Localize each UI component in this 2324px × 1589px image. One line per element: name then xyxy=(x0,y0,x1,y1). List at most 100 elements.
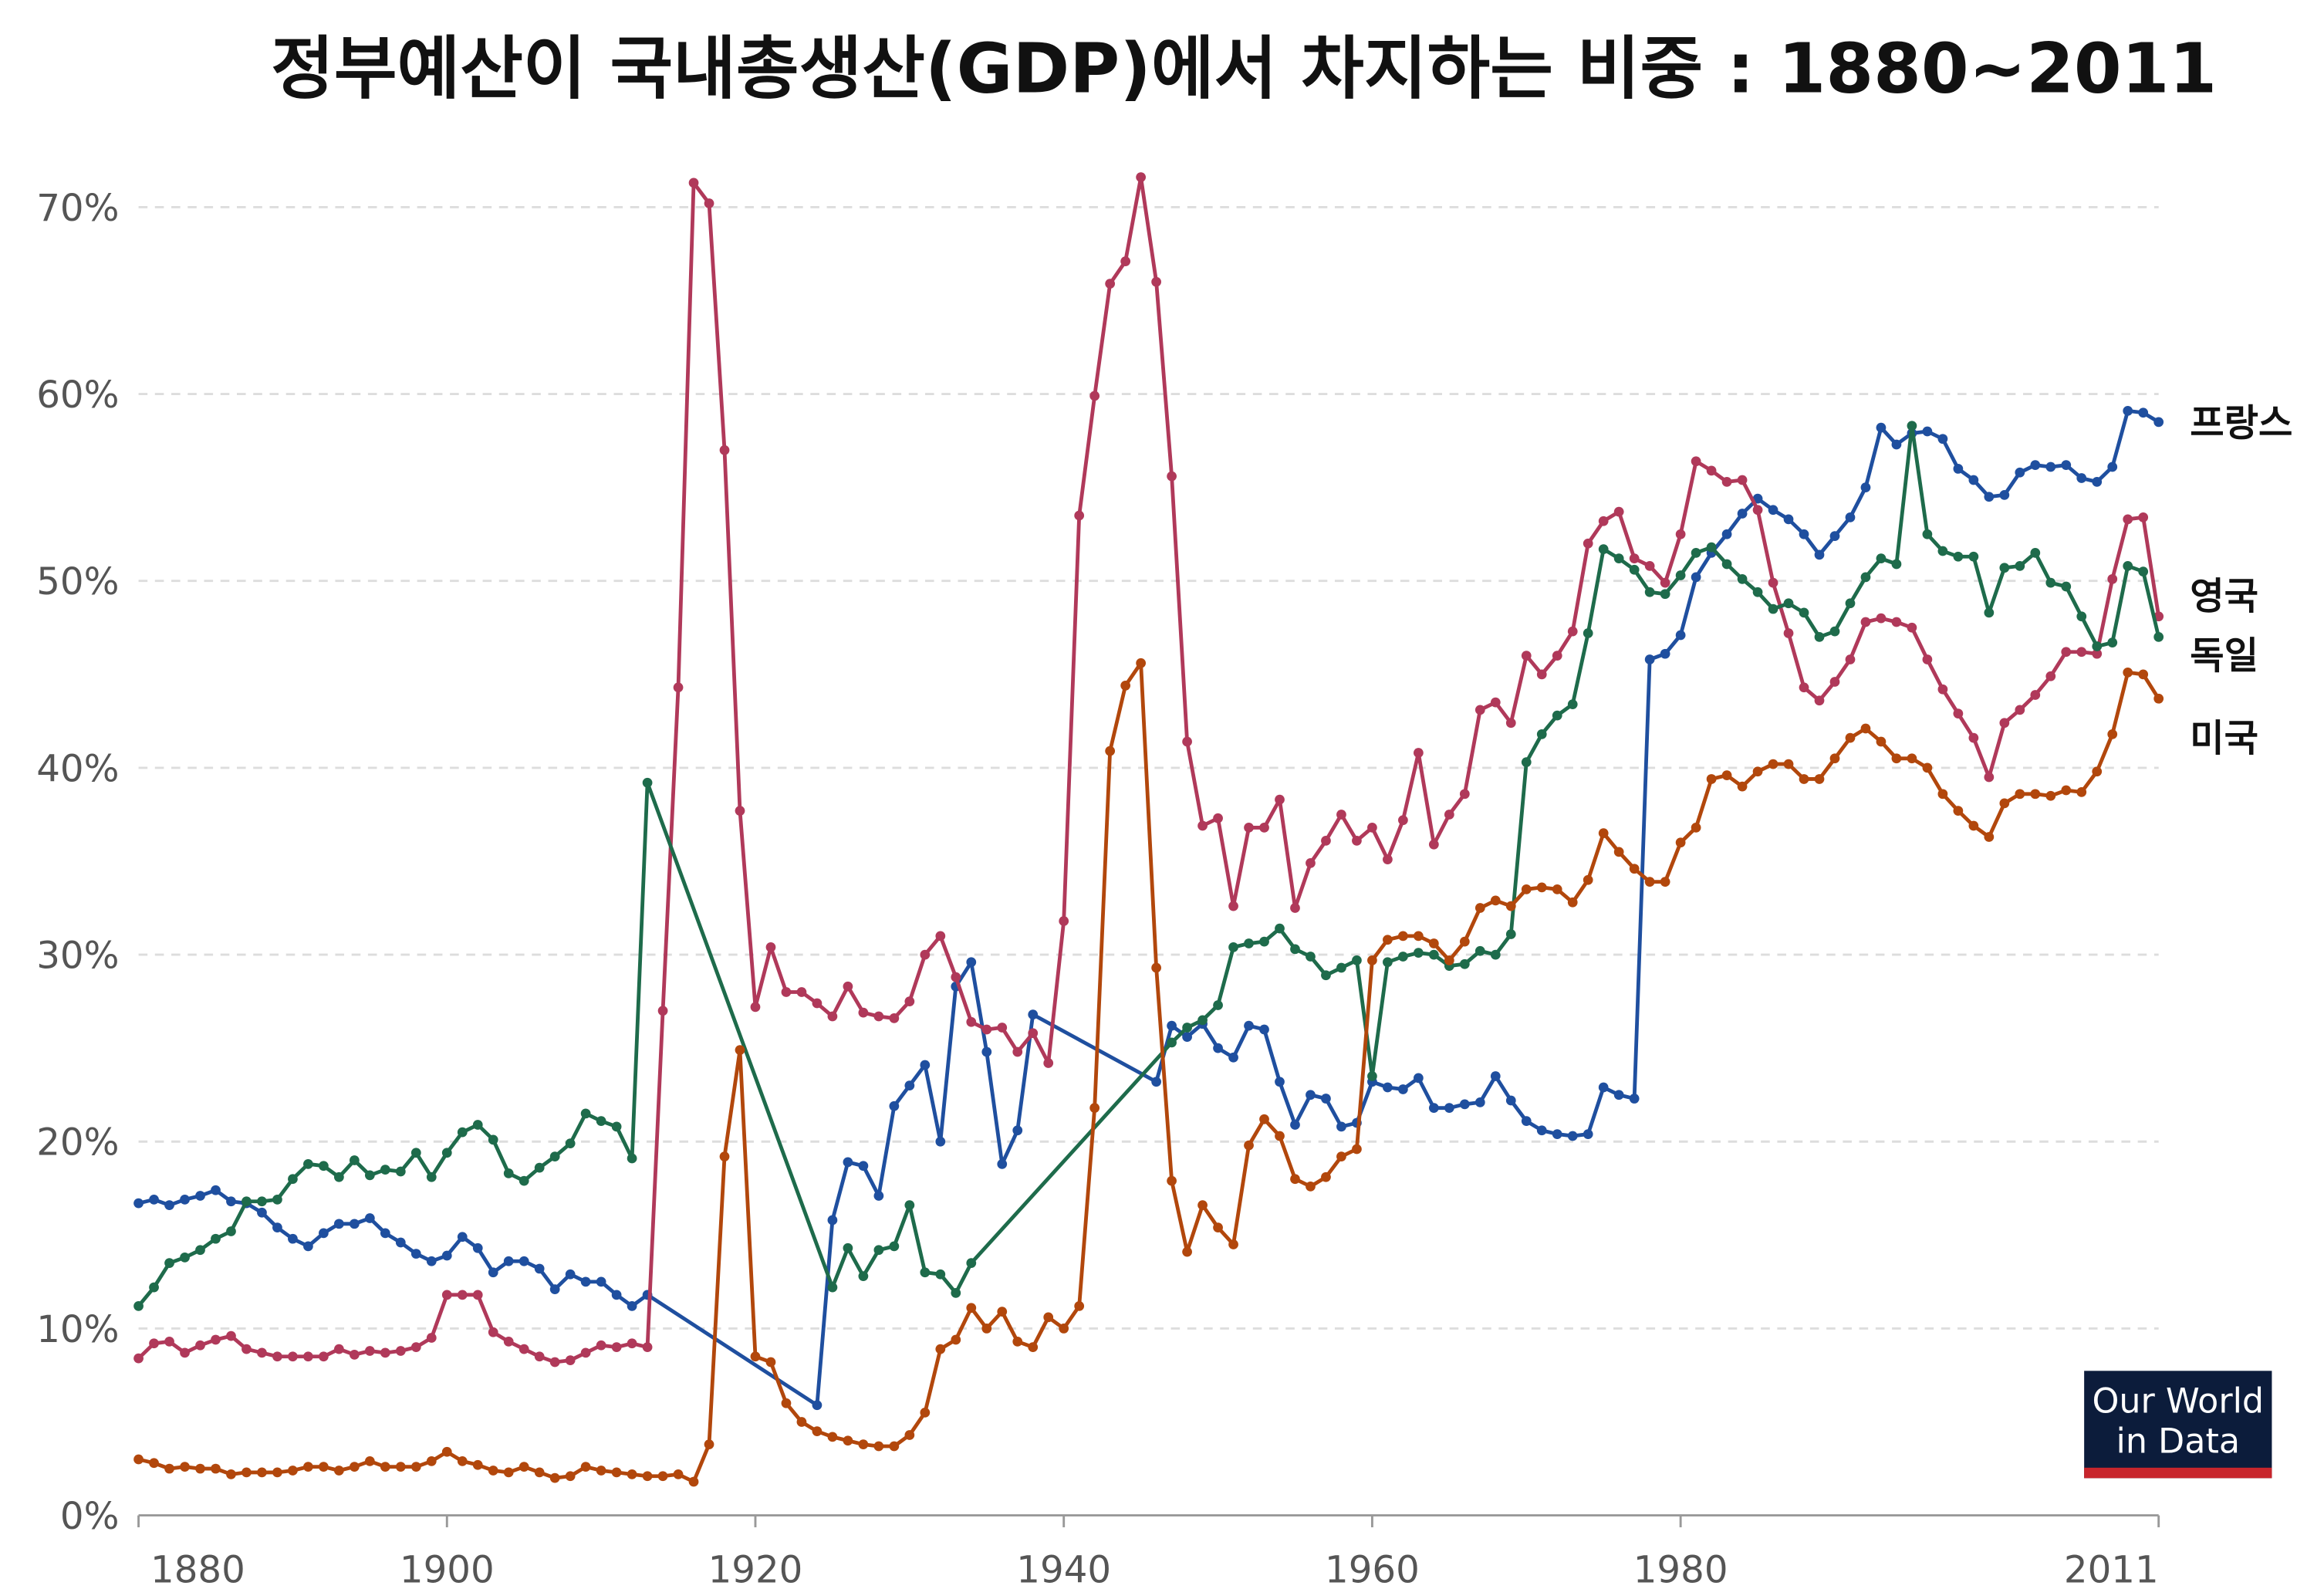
data-point xyxy=(1428,1103,1439,1114)
data-point xyxy=(164,1337,174,1347)
data-point xyxy=(272,1467,282,1478)
data-point xyxy=(226,1330,236,1341)
data-point xyxy=(1583,874,1593,885)
data-point xyxy=(1213,1043,1223,1053)
data-point xyxy=(1567,626,1578,637)
x-tick-label: 1960 xyxy=(1325,1548,1420,1589)
data-point xyxy=(2123,514,2133,525)
data-point xyxy=(580,1462,591,1472)
data-point xyxy=(395,1462,406,1472)
data-point xyxy=(226,1196,236,1207)
data-point xyxy=(1999,718,2010,729)
data-point xyxy=(549,1151,560,1162)
data-point xyxy=(149,1194,159,1205)
data-point xyxy=(1306,1182,1316,1192)
data-point xyxy=(1352,955,1362,965)
data-point xyxy=(1552,651,1562,661)
data-point xyxy=(812,1426,823,1436)
data-point xyxy=(1074,510,1085,521)
data-point xyxy=(1629,864,1640,874)
data-point xyxy=(257,1196,267,1207)
data-point xyxy=(457,1127,468,1138)
data-point xyxy=(426,1171,437,1182)
data-point xyxy=(1968,732,1979,743)
data-point xyxy=(211,1233,221,1244)
data-point xyxy=(319,1351,329,1362)
data-point xyxy=(920,1408,931,1418)
data-point xyxy=(1768,603,1778,614)
data-point xyxy=(1644,654,1655,664)
data-point xyxy=(1552,884,1562,894)
data-point xyxy=(1567,897,1578,908)
data-point xyxy=(1383,1082,1393,1093)
data-point xyxy=(149,1282,159,1293)
data-point xyxy=(1737,509,1748,519)
data-point xyxy=(904,996,915,1007)
data-point xyxy=(1059,1324,1069,1334)
data-point xyxy=(534,1162,545,1173)
data-point xyxy=(1259,823,1269,833)
data-point xyxy=(1398,952,1408,962)
data-point xyxy=(1151,962,1161,973)
data-point xyxy=(2076,647,2087,658)
data-point xyxy=(1244,1020,1254,1031)
data-point xyxy=(1845,732,1856,743)
data-point xyxy=(1089,1103,1100,1114)
data-point xyxy=(611,1121,622,1132)
data-point xyxy=(272,1194,282,1205)
data-point xyxy=(1783,598,1794,609)
data-point xyxy=(1197,820,1208,831)
data-point xyxy=(1336,810,1346,820)
data-point xyxy=(997,1158,1008,1169)
data-point xyxy=(2045,671,2056,681)
data-point xyxy=(519,1256,529,1266)
data-point xyxy=(1937,684,1948,695)
data-point xyxy=(1999,798,2010,809)
data-point xyxy=(1244,938,1254,948)
data-point xyxy=(1012,1046,1023,1057)
data-point xyxy=(1028,1342,1039,1353)
data-point xyxy=(1922,654,1933,664)
data-point xyxy=(303,1462,313,1472)
data-point xyxy=(1336,1151,1346,1162)
data-point xyxy=(1860,723,1871,734)
data-point xyxy=(288,1351,298,1362)
data-point xyxy=(1074,1301,1085,1311)
data-point xyxy=(1644,560,1655,571)
data-point xyxy=(1428,839,1439,850)
data-point xyxy=(1799,682,1809,693)
data-point xyxy=(1290,1174,1300,1185)
data-point xyxy=(1999,563,2010,573)
data-point xyxy=(1629,553,1640,564)
y-tick-label: 0% xyxy=(60,1495,120,1538)
logo-box xyxy=(2084,1371,2272,1479)
data-point xyxy=(180,1194,190,1205)
data-point xyxy=(1490,949,1501,960)
data-point xyxy=(1536,882,1547,893)
data-point xyxy=(565,1355,576,1365)
data-point xyxy=(380,1462,390,1472)
data-point xyxy=(180,1462,190,1472)
data-point xyxy=(1490,697,1501,708)
data-point xyxy=(1876,736,1887,747)
data-point xyxy=(858,1007,869,1018)
data-point xyxy=(1799,774,1809,784)
data-point xyxy=(1490,1071,1501,1081)
data-point xyxy=(1259,1024,1269,1035)
logo: Our World in Data xyxy=(2084,1371,2272,1479)
data-point xyxy=(211,1334,221,1345)
data-point xyxy=(1259,1114,1269,1124)
logo-text: Our World xyxy=(2092,1381,2264,1421)
data-point xyxy=(827,1432,838,1442)
data-point xyxy=(1028,1028,1039,1039)
data-point xyxy=(549,1284,560,1294)
series-line xyxy=(137,408,2160,1408)
data-point xyxy=(1321,1094,1331,1104)
data-point xyxy=(1860,617,1871,627)
data-point xyxy=(1752,587,1763,597)
data-point xyxy=(319,1228,329,1239)
data-point xyxy=(1521,884,1532,894)
data-point xyxy=(2045,461,2056,472)
data-point xyxy=(488,1466,498,1476)
